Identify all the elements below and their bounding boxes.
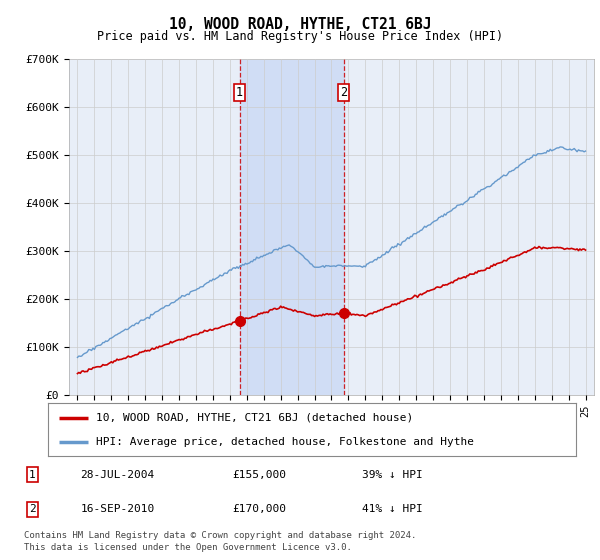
Text: £155,000: £155,000 [233, 470, 287, 480]
Text: HPI: Average price, detached house, Folkestone and Hythe: HPI: Average price, detached house, Folk… [95, 437, 473, 447]
Text: 41% ↓ HPI: 41% ↓ HPI [362, 505, 423, 515]
Text: 1: 1 [236, 86, 243, 99]
Text: 10, WOOD ROAD, HYTHE, CT21 6BJ: 10, WOOD ROAD, HYTHE, CT21 6BJ [169, 17, 431, 32]
Text: 1: 1 [29, 470, 36, 480]
Text: This data is licensed under the Open Government Licence v3.0.: This data is licensed under the Open Gov… [24, 543, 352, 552]
Text: 28-JUL-2004: 28-JUL-2004 [80, 470, 155, 480]
Text: Contains HM Land Registry data © Crown copyright and database right 2024.: Contains HM Land Registry data © Crown c… [24, 531, 416, 540]
Text: 2: 2 [340, 86, 347, 99]
Text: 2: 2 [29, 505, 36, 515]
Text: £170,000: £170,000 [233, 505, 287, 515]
Text: 16-SEP-2010: 16-SEP-2010 [80, 505, 155, 515]
Bar [239, 59, 344, 395]
Text: 10, WOOD ROAD, HYTHE, CT21 6BJ (detached house): 10, WOOD ROAD, HYTHE, CT21 6BJ (detached… [95, 413, 413, 423]
Text: 39% ↓ HPI: 39% ↓ HPI [362, 470, 423, 480]
Text: Price paid vs. HM Land Registry's House Price Index (HPI): Price paid vs. HM Land Registry's House … [97, 30, 503, 43]
